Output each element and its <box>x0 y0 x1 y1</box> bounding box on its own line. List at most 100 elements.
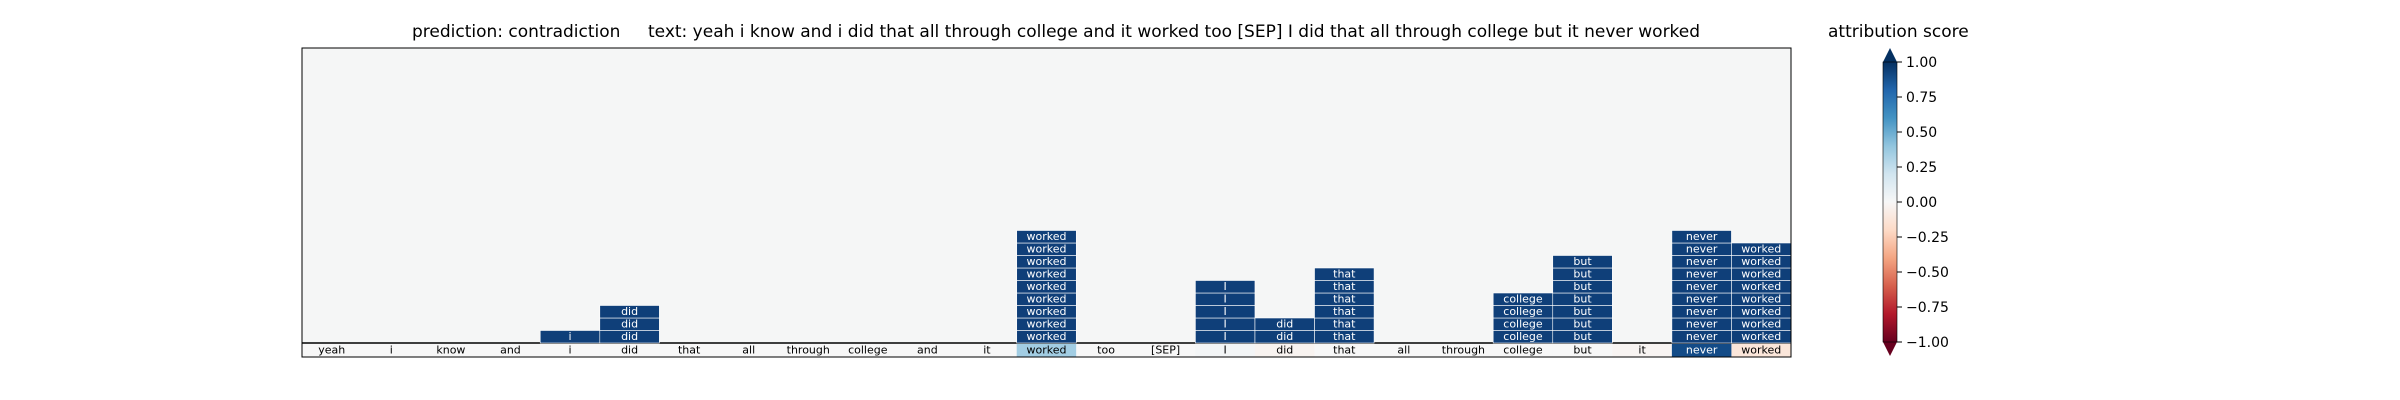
token-label: know <box>436 344 465 357</box>
token-cell <box>897 343 958 357</box>
token-label: that <box>678 344 701 357</box>
attribution-cell-label: I <box>1224 280 1227 293</box>
attribution-cell-label: worked <box>1741 243 1781 256</box>
colorbar-tick-label: 0.00 <box>1906 195 1937 211</box>
attribution-cell-label: college <box>1503 330 1543 343</box>
attribution-cell-label: I <box>1224 305 1227 318</box>
attribution-cell-label: never <box>1686 280 1718 293</box>
attribution-cell-label: that <box>1333 330 1356 343</box>
attribution-cell-label: worked <box>1027 243 1067 256</box>
attribution-cell-label: but <box>1573 305 1592 318</box>
token-cell <box>1612 343 1672 357</box>
token-label: and <box>917 344 938 357</box>
attribution-cell-label: worked <box>1027 255 1067 268</box>
token-label: through <box>1442 344 1485 357</box>
token-label: college <box>1503 344 1543 357</box>
attribution-cell-label: did <box>621 330 638 343</box>
attribution-cell-label: but <box>1573 280 1592 293</box>
colorbar-tick-label: −1.00 <box>1906 335 1949 351</box>
attribution-cell <box>599 305 660 319</box>
attribution-cell-label: worked <box>1027 330 1067 343</box>
token-label: but <box>1573 344 1592 357</box>
attribution-cell-label: never <box>1686 305 1718 318</box>
attribution-cell-label: never <box>1686 268 1718 281</box>
token-cell <box>1552 343 1613 357</box>
attribution-cell-label: but <box>1573 293 1592 306</box>
attribution-cell-label: that <box>1333 280 1356 293</box>
attribution-cell-label: worked <box>1741 305 1781 318</box>
attribution-cell-label: did <box>621 318 638 331</box>
attribution-cell-label: college <box>1503 318 1543 331</box>
token-cell <box>1135 343 1196 357</box>
colorbar-extend-top <box>1883 48 1897 62</box>
token-cell <box>1254 343 1315 357</box>
attribution-cell-label: that <box>1333 268 1356 281</box>
attribution-cell-label: never <box>1686 330 1718 343</box>
attribution-cell-label: worked <box>1741 255 1781 268</box>
attribution-cell <box>1314 267 1375 281</box>
token-label: i <box>568 344 571 357</box>
token-label: did <box>1276 344 1293 357</box>
attribution-cell-label: college <box>1503 293 1543 306</box>
colorbar-tick-label: 0.25 <box>1906 160 1937 176</box>
token-cell <box>302 343 362 357</box>
colorbar-tick-label: −0.75 <box>1906 300 1949 316</box>
token-label: all <box>742 344 755 357</box>
token-label: and <box>500 344 521 357</box>
attribution-cell-label: worked <box>1741 280 1781 293</box>
token-label: it <box>983 344 991 357</box>
attribution-cell-label: worked <box>1027 230 1067 243</box>
attribution-cell-label: I <box>1224 293 1227 306</box>
colorbar-tick-label: 1.00 <box>1906 55 1937 71</box>
attribution-cell-label: worked <box>1741 330 1781 343</box>
token-cell <box>838 343 898 357</box>
attribution-cell-label: worked <box>1741 268 1781 281</box>
token-cell <box>421 343 481 357</box>
token-cell <box>599 343 660 357</box>
token-label: that <box>1333 344 1356 357</box>
attribution-cell-label: did <box>1276 330 1293 343</box>
token-cell <box>1016 343 1077 357</box>
token-label: through <box>787 344 830 357</box>
attribution-cell-label: never <box>1686 318 1718 331</box>
attribution-cell-label: did <box>1276 318 1293 331</box>
attribution-cell-label: that <box>1333 305 1356 318</box>
token-cell <box>540 343 600 357</box>
token-label: it <box>1638 344 1646 357</box>
attribution-cell-label: never <box>1686 243 1718 256</box>
token-cell <box>778 343 839 357</box>
attribution-cell <box>1016 230 1077 244</box>
attribution-cell-label: did <box>621 305 638 318</box>
token-cell <box>1731 343 1791 357</box>
attribution-cell-label: but <box>1573 318 1592 331</box>
token-cell <box>1195 343 1255 357</box>
colorbar-tick-label: 0.50 <box>1906 125 1937 141</box>
attribution-cell-label: worked <box>1027 318 1067 331</box>
attribution-cell-label: worked <box>1027 280 1067 293</box>
attribution-cell-label: never <box>1686 230 1718 243</box>
token-label: college <box>848 344 888 357</box>
colorbar-tick-label: 0.75 <box>1906 90 1937 106</box>
token-cell <box>1374 343 1434 357</box>
token-label: too <box>1097 344 1115 357</box>
plot-frame <box>301 47 1792 358</box>
prediction-label: prediction: contradiction <box>412 22 621 42</box>
token-cell <box>1433 343 1494 357</box>
token-cell <box>361 343 422 357</box>
attribution-cell-label: worked <box>1741 293 1781 306</box>
token-label: i <box>390 344 393 357</box>
attribution-cell-label: I <box>1224 318 1227 331</box>
colorbar-title: attribution score <box>1828 22 1969 42</box>
input-text-label: text: yeah i know and i did that all thr… <box>648 22 1701 42</box>
attribution-cell-label: but <box>1573 255 1592 268</box>
attribution-cell-label: that <box>1333 318 1356 331</box>
token-label: yeah <box>318 344 345 357</box>
token-cell <box>1076 343 1136 357</box>
attribution-cell <box>1671 230 1732 244</box>
token-label: worked <box>1027 344 1067 357</box>
token-label: all <box>1397 344 1410 357</box>
token-label: did <box>621 344 638 357</box>
colorbar-tick-label: −0.50 <box>1906 265 1949 281</box>
token-cell <box>1671 343 1732 357</box>
